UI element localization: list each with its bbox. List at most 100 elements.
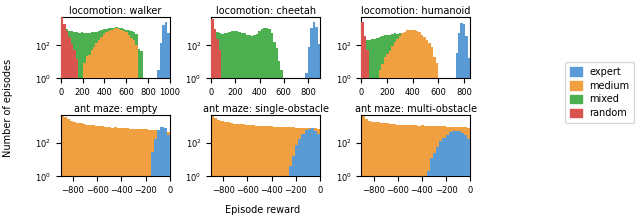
Bar (314, 128, 317, 215)
Title: locomotion: cheetah: locomotion: cheetah (216, 6, 316, 16)
Bar (154, 130, 157, 215)
Bar (390, 124, 392, 215)
Bar (120, 28, 123, 215)
Bar (280, 127, 283, 215)
Bar (100, 37, 103, 215)
Bar (108, 31, 110, 215)
Title: ant maze: single-obstacle: ant maze: single-obstacle (203, 104, 328, 114)
Bar (377, 122, 380, 215)
Bar (236, 124, 239, 215)
Bar (95, 32, 98, 215)
Bar (261, 126, 264, 215)
Bar (421, 35, 423, 215)
Bar (148, 176, 151, 215)
Bar (368, 121, 371, 215)
Bar (449, 127, 452, 215)
Bar (384, 57, 386, 215)
Bar (413, 30, 416, 215)
Bar (406, 32, 408, 215)
Bar (458, 127, 461, 215)
Bar (271, 33, 273, 215)
Bar (248, 35, 251, 215)
Bar (234, 31, 236, 215)
Bar (371, 39, 374, 215)
Bar (396, 39, 399, 215)
Bar (228, 32, 231, 215)
Bar (218, 120, 220, 215)
Bar (461, 23, 463, 215)
Bar (70, 31, 73, 215)
Bar (295, 127, 298, 215)
Bar (100, 30, 103, 215)
Bar (394, 33, 396, 215)
Bar (401, 33, 404, 215)
Bar (273, 127, 276, 215)
Bar (445, 127, 449, 215)
Bar (123, 29, 125, 215)
Bar (81, 32, 83, 215)
Bar (376, 38, 379, 215)
Bar (76, 59, 78, 215)
Bar (399, 37, 401, 215)
Bar (90, 50, 93, 215)
Bar (426, 48, 428, 215)
Bar (404, 33, 406, 215)
Bar (252, 125, 255, 215)
Bar (362, 41, 364, 215)
Bar (223, 122, 227, 215)
Bar (161, 127, 163, 215)
Bar (61, 27, 63, 215)
Bar (268, 29, 271, 215)
Bar (380, 123, 383, 215)
Bar (423, 38, 426, 215)
Bar (110, 30, 113, 215)
Bar (386, 54, 388, 215)
Bar (120, 128, 123, 215)
Bar (98, 40, 100, 215)
Bar (64, 117, 67, 215)
Bar (211, 113, 214, 215)
Title: locomotion: walker: locomotion: walker (69, 6, 161, 16)
Bar (388, 35, 391, 215)
Bar (417, 126, 420, 215)
Bar (298, 140, 301, 215)
Bar (301, 128, 305, 215)
Bar (292, 127, 295, 215)
Bar (90, 32, 93, 215)
Bar (61, 109, 64, 215)
Bar (458, 33, 461, 215)
Bar (157, 71, 160, 215)
Bar (236, 31, 238, 215)
Bar (439, 141, 442, 215)
Bar (305, 130, 308, 215)
Bar (413, 32, 416, 215)
Bar (263, 28, 266, 215)
Bar (402, 125, 405, 215)
Bar (125, 29, 127, 215)
Bar (311, 128, 314, 215)
Bar (260, 29, 263, 215)
Bar (387, 123, 390, 215)
Bar (70, 44, 73, 215)
Bar (455, 131, 458, 215)
Bar (428, 43, 431, 215)
Bar (308, 129, 311, 215)
Bar (76, 32, 78, 215)
Bar (118, 29, 120, 215)
Bar (132, 129, 136, 215)
Bar (214, 118, 218, 215)
Bar (461, 133, 464, 215)
Bar (394, 42, 396, 215)
Bar (108, 127, 111, 215)
Bar (406, 30, 408, 215)
Bar (127, 30, 130, 215)
Bar (310, 28, 313, 215)
Bar (424, 126, 427, 215)
Bar (315, 27, 317, 215)
Bar (111, 128, 114, 215)
Bar (216, 39, 218, 215)
Bar (270, 126, 273, 215)
Bar (233, 124, 236, 215)
Bar (117, 128, 120, 215)
Bar (226, 33, 228, 215)
